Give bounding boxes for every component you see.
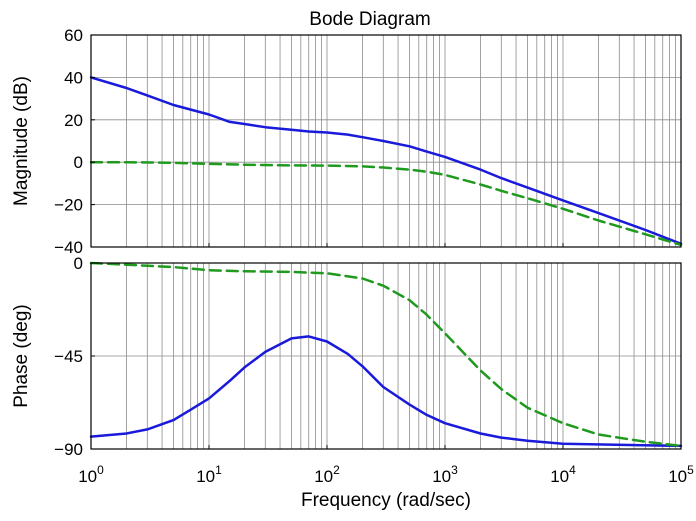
y-tick-label: −45 (54, 347, 83, 366)
x-tick-label: 104 (550, 463, 576, 486)
phase-series-line-solid (89, 335, 683, 448)
y-tick-label: −90 (54, 440, 83, 459)
phase-y-ticks: 0 −45 −90 (54, 254, 95, 459)
y-tick-label: 0 (74, 153, 83, 172)
x-axis-label: Frequency (rad/sec) (301, 490, 471, 511)
y-tick-label: 0 (74, 254, 83, 273)
y-tick-label: −40 (54, 238, 83, 257)
magnitude-y-axis-label: Magnitude (dB) (11, 76, 32, 206)
phase-series-line-dashed (89, 261, 683, 448)
x-tick-label: 103 (432, 463, 458, 486)
x-tick-label: 100 (78, 463, 104, 486)
y-tick-label: 40 (64, 68, 83, 87)
x-tick-label: 101 (196, 463, 222, 486)
x-tick-label: 105 (668, 463, 694, 486)
magnitude-series-line-dashed (89, 160, 683, 247)
magnitude-series-line-solid (89, 76, 683, 246)
x-tick-label: 102 (314, 463, 340, 486)
chart-title: Bode Diagram (309, 9, 430, 30)
phase-grid (91, 263, 681, 449)
magnitude-frame (90, 34, 682, 248)
phase-series (89, 261, 683, 448)
phase-panel: 0 −45 −90 (54, 254, 683, 459)
magnitude-series (89, 76, 683, 247)
phase-frame (90, 262, 682, 450)
y-tick-label: 20 (64, 111, 83, 130)
y-tick-label: 60 (64, 26, 83, 45)
phase-y-axis-label: Phase (deg) (11, 304, 32, 408)
magnitude-panel: 60 40 20 0 −20 −40 (54, 26, 683, 257)
magnitude-grid (91, 35, 681, 247)
magnitude-y-ticks: 60 40 20 0 −20 −40 (54, 26, 95, 257)
y-tick-label: −20 (54, 196, 83, 215)
x-axis-ticks: 100 101 102 103 104 105 (78, 243, 694, 486)
